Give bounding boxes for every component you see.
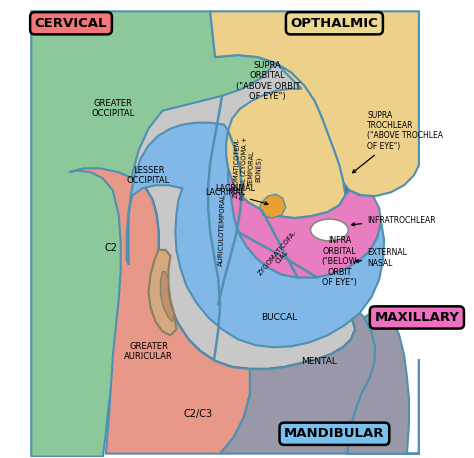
Text: SUPRA
ORBITAL
("ABOVE ORBIT
OF EYE"): SUPRA ORBITAL ("ABOVE ORBIT OF EYE") (236, 61, 300, 101)
Text: GREATER
OCCIPITAL: GREATER OCCIPITAL (91, 99, 135, 119)
Polygon shape (228, 169, 381, 278)
Text: MAXILLARY: MAXILLARY (374, 311, 459, 324)
Text: OPTHALMIC: OPTHALMIC (291, 17, 378, 30)
Polygon shape (69, 169, 250, 453)
Polygon shape (210, 11, 419, 196)
Text: LACRIMAL: LACRIMAL (215, 184, 255, 193)
Text: INFRATROCHLEAR: INFRATROCHLEAR (352, 216, 436, 226)
Polygon shape (347, 307, 409, 453)
Polygon shape (127, 123, 384, 347)
Text: BUCCAL: BUCCAL (262, 313, 298, 322)
Text: CERVICAL: CERVICAL (35, 17, 107, 30)
Text: INFRA
ORBITAL
("BELOW
ORBIT
OF EYE"): INFRA ORBITAL ("BELOW ORBIT OF EYE") (322, 236, 357, 287)
Text: GREATER
AURICULAR: GREATER AURICULAR (124, 342, 173, 361)
Text: ZYGOMATICOTEM-
PORAL (ZYGOMA +
TEMPORAL
BONES): ZYGOMATICOTEM- PORAL (ZYGOMA + TEMPORAL … (233, 136, 263, 201)
Text: AURICULOTEMPORAL: AURICULOTEMPORAL (218, 194, 227, 267)
Text: ZYGOMATICOFA-
CIAL: ZYGOMATICOFA- CIAL (256, 229, 303, 281)
Ellipse shape (310, 219, 348, 241)
Polygon shape (161, 272, 174, 322)
Text: SUPRA
TROCHLEAR
("ABOVE TROCHLEA
OF EYE"): SUPRA TROCHLEAR ("ABOVE TROCHLEA OF EYE"… (353, 110, 443, 173)
Text: LESSER
OCCIPITAL: LESSER OCCIPITAL (127, 166, 170, 185)
Text: MENTAL: MENTAL (301, 357, 337, 365)
Text: MANDIBULAR: MANDIBULAR (284, 427, 385, 440)
Text: LACRIMAL: LACRIMAL (205, 188, 268, 205)
Polygon shape (220, 307, 419, 453)
Polygon shape (148, 250, 176, 335)
Polygon shape (31, 11, 276, 457)
Text: C2/C3: C2/C3 (183, 409, 213, 419)
Polygon shape (226, 63, 346, 218)
Text: C2: C2 (104, 243, 117, 253)
Polygon shape (260, 194, 286, 218)
Text: EXTERNAL
NASAL: EXTERNAL NASAL (356, 248, 407, 267)
Polygon shape (51, 55, 364, 444)
